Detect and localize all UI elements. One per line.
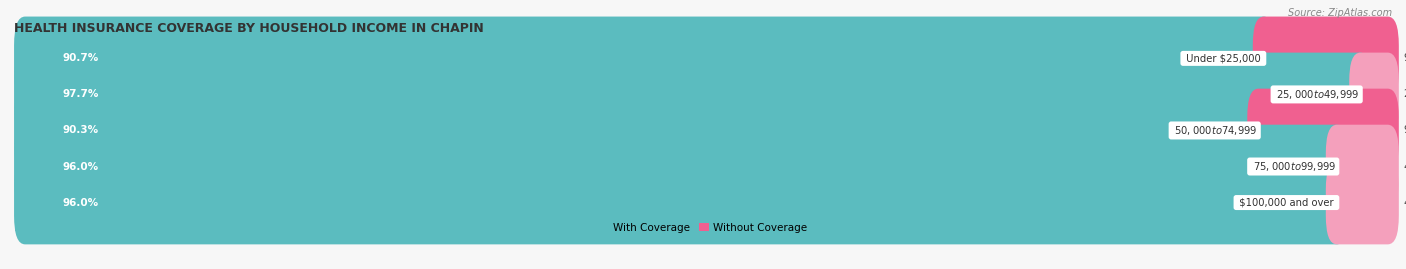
- Text: 96.0%: 96.0%: [62, 161, 98, 172]
- Text: $50,000 to $74,999: $50,000 to $74,999: [1171, 124, 1258, 137]
- Text: 9.7%: 9.7%: [1403, 125, 1406, 136]
- Text: Under $25,000: Under $25,000: [1182, 53, 1264, 63]
- FancyBboxPatch shape: [14, 89, 1270, 172]
- Text: 90.3%: 90.3%: [62, 125, 98, 136]
- FancyBboxPatch shape: [17, 138, 1389, 195]
- FancyBboxPatch shape: [14, 53, 1371, 136]
- FancyBboxPatch shape: [14, 161, 1348, 244]
- FancyBboxPatch shape: [17, 30, 1389, 87]
- FancyBboxPatch shape: [14, 17, 1275, 100]
- Text: $25,000 to $49,999: $25,000 to $49,999: [1272, 88, 1360, 101]
- Text: $75,000 to $99,999: $75,000 to $99,999: [1250, 160, 1337, 173]
- Text: 4.0%: 4.0%: [1403, 161, 1406, 172]
- Text: 96.0%: 96.0%: [62, 197, 98, 208]
- FancyBboxPatch shape: [1247, 89, 1399, 172]
- Text: HEALTH INSURANCE COVERAGE BY HOUSEHOLD INCOME IN CHAPIN: HEALTH INSURANCE COVERAGE BY HOUSEHOLD I…: [14, 22, 484, 35]
- FancyBboxPatch shape: [1326, 161, 1399, 244]
- FancyBboxPatch shape: [1326, 125, 1399, 208]
- Text: $100,000 and over: $100,000 and over: [1236, 197, 1337, 208]
- FancyBboxPatch shape: [14, 125, 1348, 208]
- Text: 90.7%: 90.7%: [62, 53, 98, 63]
- Text: 9.3%: 9.3%: [1403, 53, 1406, 63]
- Text: 2.3%: 2.3%: [1403, 89, 1406, 100]
- FancyBboxPatch shape: [17, 174, 1389, 231]
- FancyBboxPatch shape: [17, 66, 1389, 123]
- FancyBboxPatch shape: [1350, 53, 1399, 136]
- FancyBboxPatch shape: [1253, 17, 1399, 100]
- Text: 97.7%: 97.7%: [62, 89, 98, 100]
- FancyBboxPatch shape: [17, 102, 1389, 159]
- Text: Source: ZipAtlas.com: Source: ZipAtlas.com: [1288, 8, 1392, 18]
- Legend: With Coverage, Without Coverage: With Coverage, Without Coverage: [595, 219, 811, 237]
- Text: 4.0%: 4.0%: [1403, 197, 1406, 208]
